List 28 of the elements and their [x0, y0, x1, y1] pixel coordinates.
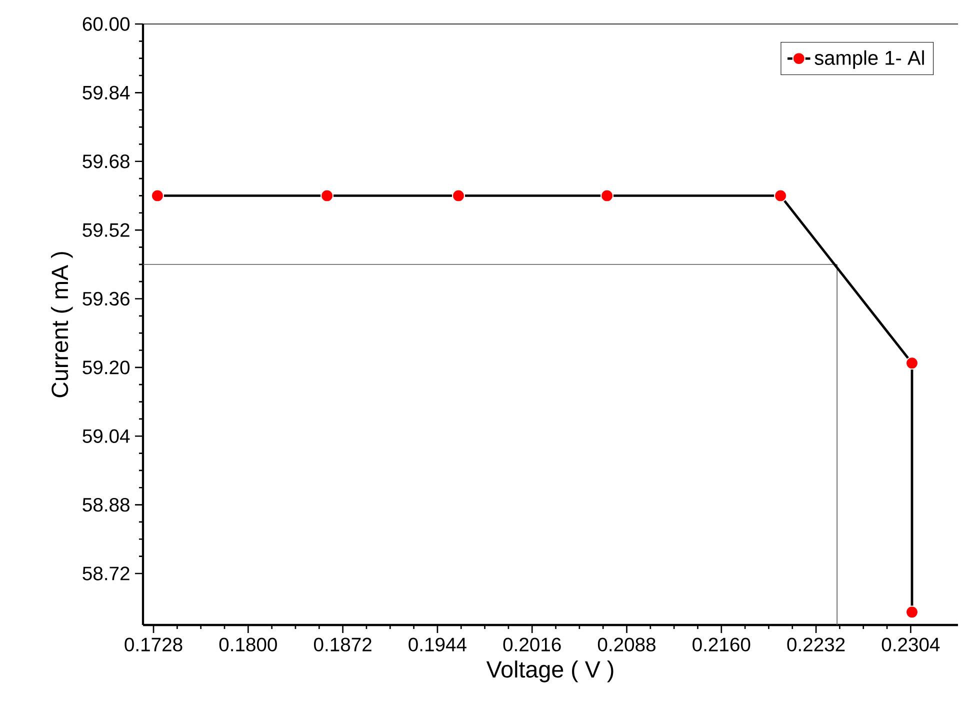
- x-tick-label: 0.2088: [598, 638, 656, 652]
- x-axis-title: Voltage ( V ): [486, 660, 614, 682]
- legend-label: sample 1- Al: [814, 50, 924, 69]
- point: [600, 189, 614, 202]
- point: [905, 356, 919, 370]
- x-tick-label: 0.1800: [219, 638, 277, 652]
- x-tick-label: 0.2160: [692, 638, 750, 652]
- point: [150, 189, 164, 202]
- x-tick-label: 0.1872: [314, 638, 372, 652]
- y-axis-title: Current ( mA ): [51, 252, 73, 398]
- y-tick-label: 59.52: [82, 223, 130, 237]
- point: [320, 189, 334, 202]
- y-tick-label: 59.20: [82, 360, 130, 374]
- x-tick-label: 0.1944: [408, 638, 466, 652]
- x-tick-label: 0.2016: [503, 638, 561, 652]
- y-tick-label: 59.84: [82, 86, 130, 100]
- y-tick-label: 58.72: [82, 566, 130, 580]
- point: [774, 189, 788, 202]
- y-tick-label: 60.00: [82, 17, 130, 31]
- x-tick-label: 0.2232: [787, 638, 845, 652]
- y-tick-label: 59.04: [82, 429, 130, 443]
- x-tick-label: 0.2304: [882, 638, 940, 652]
- y-tick-label: 59.68: [82, 154, 130, 168]
- y-tick-label: 58.88: [82, 498, 130, 512]
- point: [905, 606, 919, 619]
- y-tick-label: 59.36: [82, 292, 130, 306]
- point: [452, 189, 466, 202]
- x-tick-label: 0.1728: [124, 638, 182, 652]
